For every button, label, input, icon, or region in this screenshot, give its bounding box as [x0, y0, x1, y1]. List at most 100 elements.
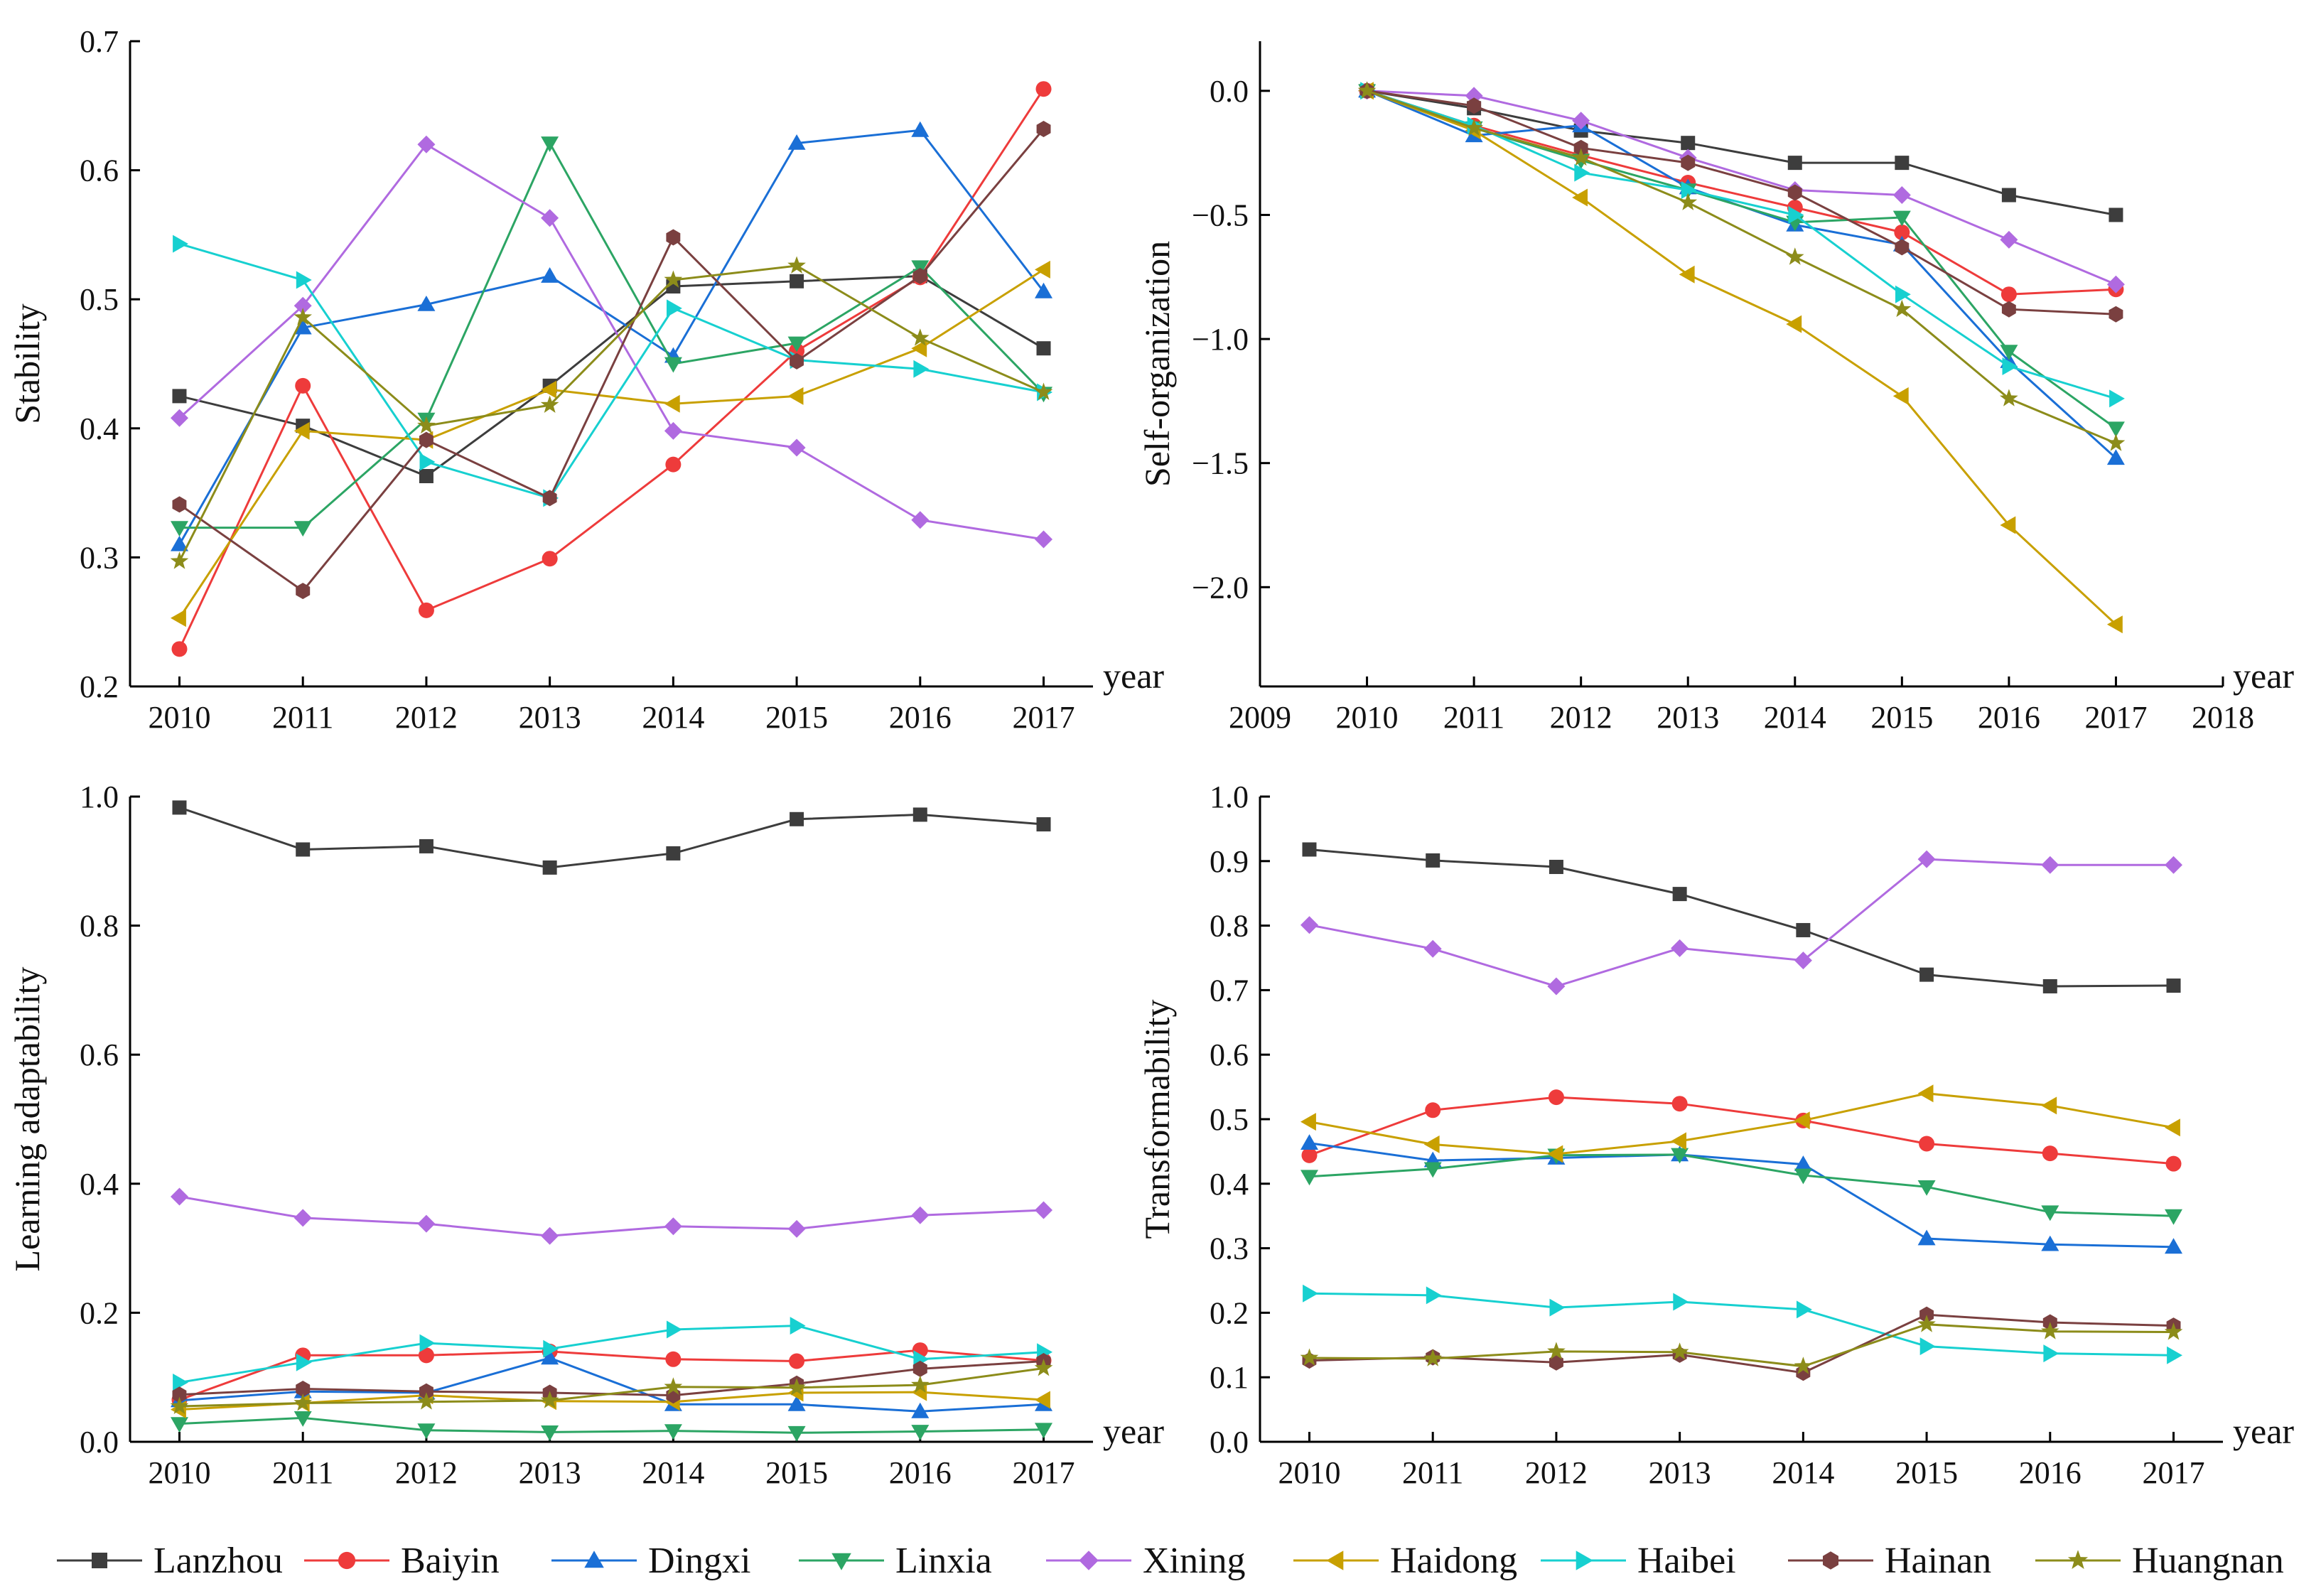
series-haidong [171, 260, 1050, 627]
data-point [2109, 207, 2123, 222]
data-point [1919, 1337, 1936, 1356]
data-point [417, 296, 436, 311]
chart-panel-transformability: 2010 2011 2012 2013 2014 2015 2016 2017 0.0 0.1 0.… [1137, 780, 2294, 1490]
data-point [417, 416, 436, 434]
x-tick-label: 2013 [1657, 700, 1719, 735]
series-hainan [1302, 1306, 2181, 1381]
series-lanzhou [1302, 842, 2181, 993]
y-tick-label: 0.8 [1210, 909, 1249, 944]
data-point [172, 800, 187, 815]
data-point [2106, 421, 2125, 438]
series-line-xining [1367, 90, 2116, 286]
data-point [294, 1393, 312, 1411]
data-point [172, 389, 187, 404]
data-point [419, 431, 433, 448]
data-point [1300, 1348, 1319, 1366]
data-point [1892, 387, 1909, 405]
legend-label: Baiyin [401, 1541, 500, 1581]
data-point [543, 1339, 559, 1358]
data-point [1797, 1300, 1812, 1319]
x-tick-label: 2017 [2143, 1455, 2205, 1490]
data-point [1572, 112, 1590, 130]
data-point [294, 1209, 312, 1227]
data-point [296, 583, 311, 600]
y-tick-label: 0.4 [80, 1167, 119, 1202]
data-point [2165, 1209, 2182, 1225]
data-point [540, 1391, 559, 1408]
data-point [294, 521, 312, 537]
x-tick-label: 2012 [1550, 700, 1612, 735]
data-point [911, 1375, 930, 1393]
y-tick-label: 0.6 [80, 1037, 119, 1072]
data-point [2106, 615, 2123, 634]
data-point [1796, 922, 1811, 937]
data-point [1679, 193, 1698, 210]
x-tick-label: 2015 [765, 700, 828, 735]
legend-marker [584, 1551, 604, 1568]
data-point [789, 1353, 805, 1369]
data-point [1465, 118, 1483, 136]
x-tick-label: 2011 [272, 700, 333, 735]
data-point [664, 1377, 683, 1395]
data-point [1794, 1155, 1812, 1171]
data-point [912, 1360, 927, 1377]
data-point [1892, 186, 1911, 204]
series-line-linxia [179, 1416, 1044, 1434]
legend-marker [92, 1553, 107, 1568]
data-point [665, 456, 682, 473]
data-point [1785, 247, 1804, 265]
series-line-hainan [178, 128, 1045, 593]
data-point [417, 1423, 436, 1440]
x-tick-label: 2013 [519, 700, 581, 735]
data-point [787, 387, 804, 405]
data-point [1357, 81, 1377, 99]
data-point [2165, 1238, 2182, 1254]
data-point [1794, 951, 1812, 970]
series-line-lanzhou [179, 274, 1045, 478]
data-point [294, 1411, 312, 1427]
series-line-lanzhou [1309, 848, 2174, 988]
data-point [912, 268, 927, 284]
data-point [1673, 1293, 1689, 1311]
data-point [911, 511, 930, 529]
legend-label: Lanzhou [154, 1541, 283, 1581]
legend-entry-hainan: Hainan [1788, 1541, 1991, 1581]
data-point [1300, 1134, 1318, 1150]
y-tick-label: 0.1 [1210, 1360, 1249, 1395]
data-point [170, 1396, 189, 1414]
data-point [296, 271, 312, 289]
y-axis-title: Stability [7, 303, 47, 424]
data-point [541, 1226, 559, 1245]
series-xining [171, 135, 1052, 549]
data-point [1035, 81, 1052, 97]
legend-marker [338, 1551, 356, 1570]
data-point [541, 380, 556, 399]
legend-entry-lanzhou: Lanzhou [57, 1541, 283, 1581]
legend-entry-linxia: Linxia [799, 1541, 992, 1581]
data-point [2000, 516, 2016, 534]
data-point [1681, 154, 1696, 171]
series-line-xining [1309, 858, 2174, 988]
data-point [1547, 977, 1566, 996]
data-point [787, 1395, 806, 1411]
y-tick-label: 1.0 [80, 780, 119, 814]
data-point [1892, 210, 1911, 227]
y-axis-title: Self-organization [1137, 241, 1177, 487]
series-line-dingxi [1367, 90, 2117, 459]
x-tick-label: 2010 [1278, 1455, 1340, 1490]
data-point [664, 421, 682, 440]
data-point [1035, 1423, 1052, 1439]
data-point [2166, 978, 2181, 993]
data-point [1423, 1162, 1442, 1178]
data-point [2109, 389, 2125, 408]
series-haidong [1300, 1084, 2180, 1163]
data-point [1895, 156, 1910, 171]
data-point [1573, 139, 1588, 156]
data-point [790, 274, 804, 289]
data-point [1786, 315, 1802, 333]
y-tick-label: 0.2 [80, 669, 119, 704]
data-point [1547, 1342, 1566, 1359]
series-line-haibei [1309, 1292, 2174, 1357]
x-tick-label: 2011 [272, 1455, 333, 1490]
data-point [172, 496, 187, 513]
